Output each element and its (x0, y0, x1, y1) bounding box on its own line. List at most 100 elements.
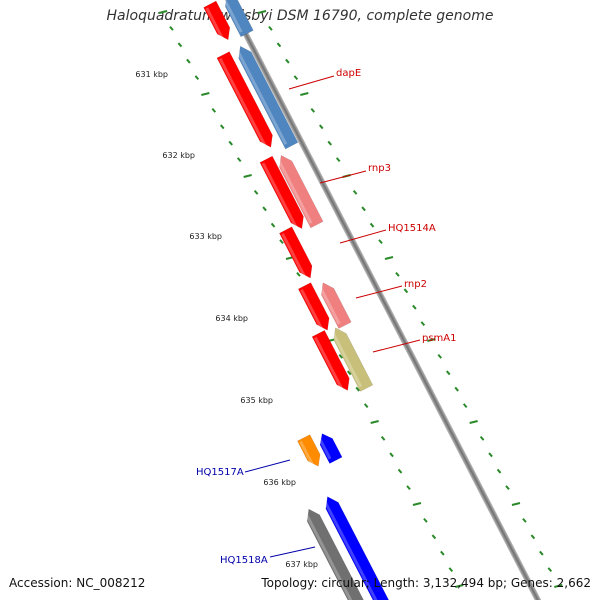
inner-track-tick (431, 534, 437, 540)
gene-feature-blue-hq1517a-highlight (317, 436, 332, 460)
gene-feature-red-dape-highlight (218, 57, 267, 147)
leader-hq1518a (269, 546, 316, 558)
inner-track-tick (253, 189, 259, 195)
outer-track-tick (335, 157, 341, 163)
outer-track-tick (276, 42, 282, 48)
gene-feature-red-hq1514a[interactable] (279, 226, 316, 281)
inner-track-tick (448, 567, 454, 573)
inner-track-tick (186, 58, 191, 64)
gene-feature-gray-hq1518a[interactable] (303, 506, 366, 600)
outer-track-tick (300, 92, 309, 96)
gene-feature-red-top-highlight (205, 7, 224, 39)
inner-dotted-track (158, 10, 464, 588)
outer-track-tick (511, 502, 521, 506)
gene-feature-blue-top[interactable] (221, 0, 254, 38)
inner-track-tick (220, 124, 225, 130)
outer-track-tick (327, 140, 332, 146)
gene-label-hq1517a: HQ1517A (196, 467, 244, 478)
inner-track-tick (363, 403, 369, 409)
gene-feature-red-rnp2-highlight (300, 288, 323, 330)
outer-track-tick (488, 452, 493, 458)
genome-backbone (220, 0, 543, 600)
outer-track-tick (369, 222, 375, 228)
outer-track-tick (454, 386, 459, 392)
outer-track-tick (395, 271, 400, 277)
gene-feature-orange-hq1517a-highlight (299, 440, 314, 466)
gene-feature-pink-rnp3-highlight (276, 158, 313, 224)
outer-track-tick (445, 370, 451, 376)
outer-track-tick (319, 124, 324, 130)
inner-track-tick (397, 468, 403, 474)
inner-track-tick (243, 174, 252, 178)
outer-track-tick (462, 403, 468, 409)
inner-track-tick (380, 435, 386, 441)
gene-feature-blue-top-highlight (222, 0, 243, 33)
leader-rnp3 (319, 170, 367, 184)
outer-track-tick (310, 107, 316, 113)
gene-feature-red-dape[interactable] (216, 51, 277, 151)
outer-track-tick (530, 534, 536, 540)
outer-track-tick (505, 485, 510, 491)
gene-feature-gray-hq1518a-highlight (304, 512, 355, 600)
gene-feature-olive-psma1[interactable] (329, 325, 374, 392)
inner-track-tick (236, 157, 242, 163)
inner-track-tick (262, 206, 267, 212)
inner-track-tick (346, 370, 352, 376)
gene-feature-red-rnp3[interactable] (259, 155, 308, 232)
tick-label-637: 637 kbp (285, 560, 318, 569)
gene-label-hq1514a: HQ1514A (388, 223, 436, 234)
inner-track-tick (423, 517, 428, 523)
gene-feature-orange-hq1517a[interactable] (297, 434, 324, 470)
outer-track-tick (437, 353, 443, 359)
gene-feature-blue-hq1518a-highlight (323, 499, 379, 600)
outer-track-tick (469, 420, 478, 424)
gene-feature-pink-rnp3[interactable] (275, 152, 324, 229)
gene-label-rnp3: rnp3 (368, 163, 391, 174)
gene-features (203, 0, 390, 600)
inner-track-tick (355, 386, 360, 392)
inner-track-tick (370, 420, 379, 424)
gene-label-rnp2: rnp2 (404, 279, 427, 290)
gene-feature-blue-dape[interactable] (234, 43, 299, 150)
outer-track-tick (352, 189, 358, 195)
outer-track-tick (547, 567, 553, 573)
gene-feature-blue-dape-highlight (235, 49, 288, 145)
tick-label-635: 635 kbp (240, 396, 273, 405)
inner-track-tick (201, 92, 210, 96)
inner-track-tick (406, 485, 411, 491)
tick-label-636: 636 kbp (263, 478, 296, 487)
topology-text: Topology: circular; Length: 3,132,494 bp… (261, 576, 591, 590)
gene-feature-red-psma1[interactable] (311, 330, 354, 393)
gene-label-hq1518a: HQ1518A (220, 555, 268, 566)
map-title: Haloquadratum walsbyi DSM 16790, complet… (106, 8, 494, 24)
gene-feature-olive-psma1-highlight (330, 330, 363, 388)
gene-feature-blue-hq1518a[interactable] (321, 493, 390, 600)
gene-feature-red-top[interactable] (203, 0, 235, 43)
gene-label-psma1: psmA1 (422, 333, 457, 344)
gene-feature-red-psma1-highlight (313, 336, 344, 390)
gene-feature-blue-hq1517a[interactable] (316, 430, 343, 464)
inner-track-tick (194, 75, 200, 81)
backbone-track (220, 0, 543, 600)
outer-track-tick (412, 304, 417, 310)
tick-label-631: 631 kbp (135, 70, 168, 79)
outer-track-tick (285, 58, 290, 64)
leader-rnp2 (355, 285, 403, 299)
tick-label-634: 634 kbp (215, 314, 248, 323)
outer-track-tick (293, 75, 299, 81)
outer-track-tick (427, 338, 436, 342)
outer-track-tick (403, 288, 409, 294)
outer-track-tick (268, 25, 273, 31)
tick-label-633: 633 kbp (189, 232, 222, 241)
inner-track-tick (389, 452, 394, 458)
gene-feature-red-rnp2[interactable] (297, 282, 333, 334)
inner-track-tick (270, 222, 276, 228)
outer-track-tick (479, 435, 485, 441)
inner-track-tick (279, 239, 284, 245)
inner-track-tick (338, 353, 344, 359)
outer-track-tick (384, 256, 394, 260)
gene-feature-pink-rnp2[interactable] (317, 279, 352, 329)
leader-hq1514a (339, 229, 387, 244)
